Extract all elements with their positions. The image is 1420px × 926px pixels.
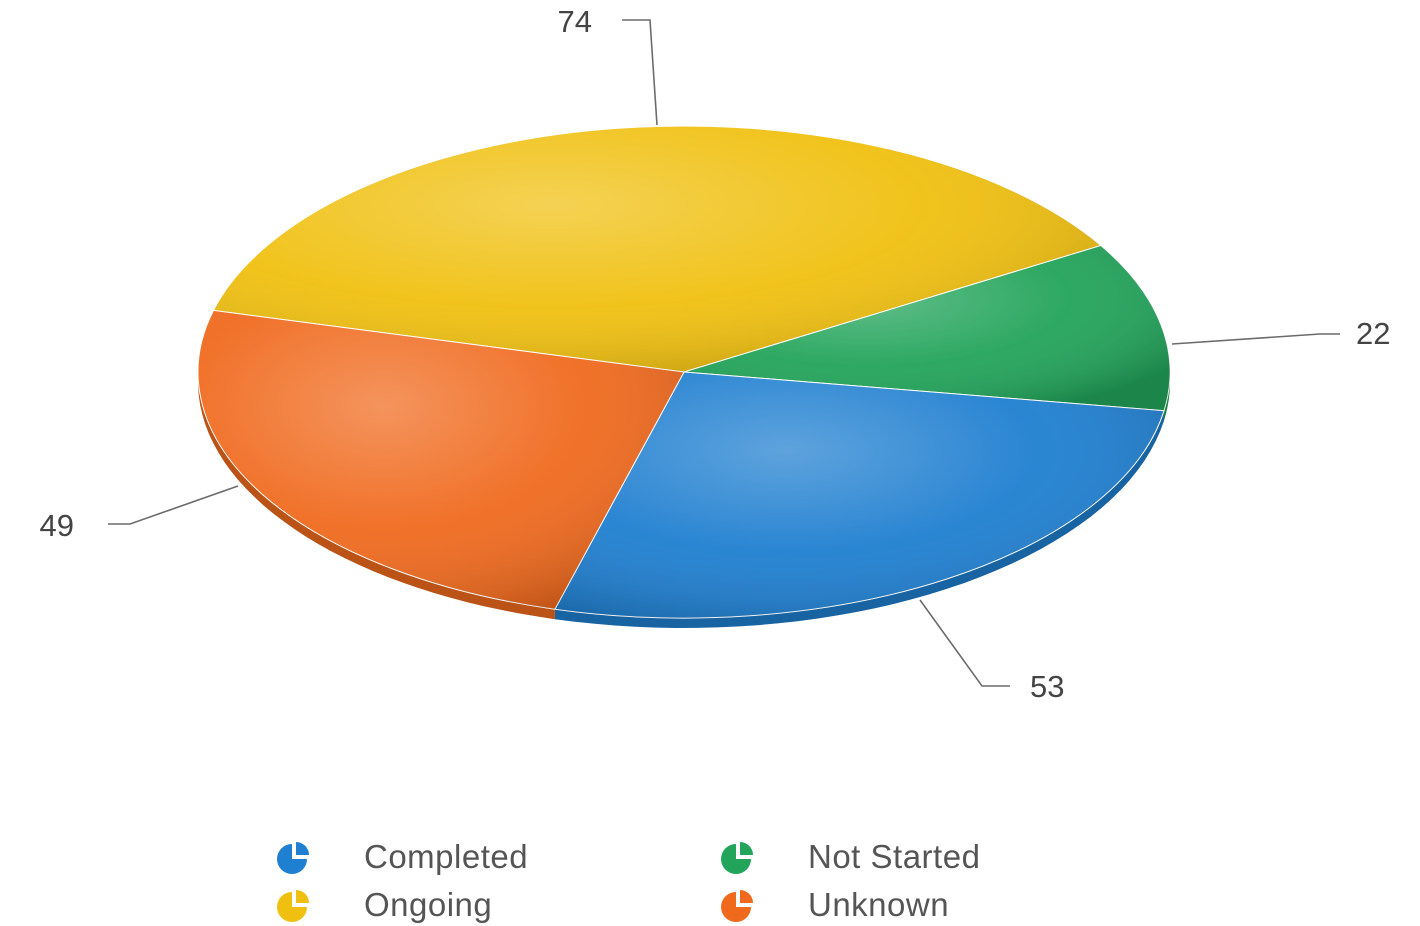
legend: Completed Not Started Ongoing Unknown bbox=[276, 836, 1136, 926]
leader-line-completed bbox=[919, 599, 1010, 687]
pie-slice-shading-ongoing bbox=[213, 126, 1101, 372]
pie-slice-shading-unknown bbox=[197, 310, 684, 610]
legend-label-not-started: Not Started bbox=[808, 838, 981, 875]
value-label-unknown: 49 bbox=[40, 508, 74, 543]
value-label-not-started: 22 bbox=[1356, 316, 1390, 351]
value-label-completed: 53 bbox=[1030, 669, 1064, 704]
legend-item-unknown[interactable]: Unknown bbox=[720, 884, 1120, 926]
pie-slice-shading-completed bbox=[554, 372, 1164, 619]
pie-slice-shading-not-started bbox=[684, 245, 1171, 411]
legend-label-unknown: Unknown bbox=[808, 886, 950, 923]
legend-item-ongoing[interactable]: Ongoing bbox=[276, 884, 720, 926]
pie-slice-icon bbox=[721, 890, 753, 922]
legend-item-not-started[interactable]: Not Started bbox=[720, 836, 1120, 878]
pie-slice-icon bbox=[721, 842, 753, 874]
leader-line-not-started bbox=[1171, 333, 1340, 345]
legend-label-completed: Completed bbox=[364, 838, 529, 875]
legend-item-completed[interactable]: Completed bbox=[276, 836, 720, 878]
pie-slice-icon bbox=[277, 890, 309, 922]
leader-line-unknown bbox=[108, 485, 239, 525]
leader-line-ongoing bbox=[622, 19, 658, 126]
pie-slice-icon bbox=[277, 842, 309, 874]
value-label-ongoing: 74 bbox=[558, 4, 592, 39]
legend-label-ongoing: Ongoing bbox=[364, 886, 493, 923]
